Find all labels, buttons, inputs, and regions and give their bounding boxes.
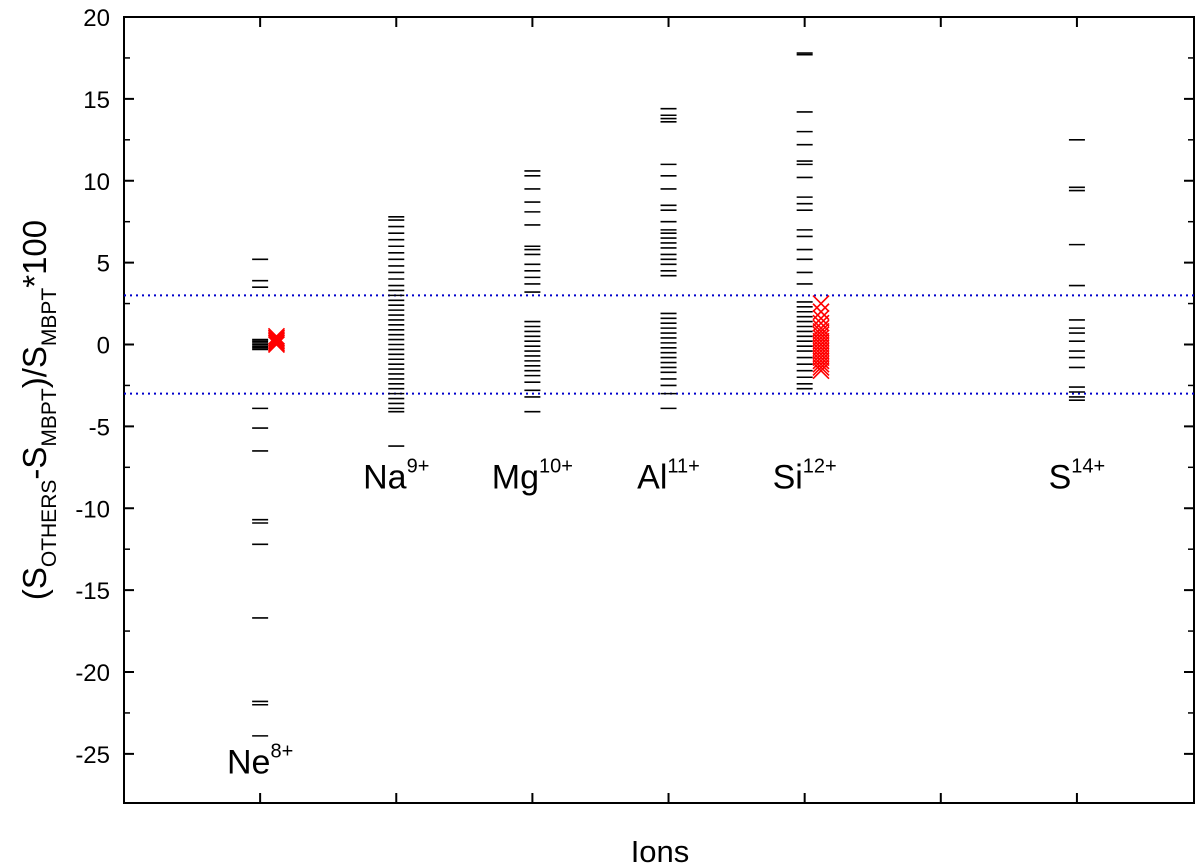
ylabel-part: (S: [16, 567, 53, 600]
x-mark: [812, 358, 830, 376]
y-tick-label: 0: [97, 333, 110, 360]
y-axis-title: (SOTHERS-SMBPT)/SMBPT*100: [16, 220, 61, 600]
ion-label: Mg10+: [492, 456, 573, 497]
y-tick-label: -25: [75, 742, 110, 769]
x-mark: [267, 329, 286, 347]
x-mark: [267, 331, 286, 349]
ion-name: Mg: [492, 459, 539, 497]
ylabel-subscript: MBPT: [38, 288, 61, 347]
ylabel-part: -S: [16, 447, 53, 480]
y-tick-label: -15: [75, 578, 110, 605]
ion-charge: 14+: [1071, 456, 1105, 478]
ion-charge: 12+: [803, 456, 837, 478]
ylabel-subscript: OTHERS: [38, 480, 61, 568]
ion-name: Al: [637, 459, 667, 497]
y-tick-label: -5: [89, 414, 110, 441]
ion-label: Na9+: [363, 456, 429, 497]
ion-charge: 9+: [407, 456, 430, 478]
x-mark: [267, 335, 286, 354]
x-mark: [267, 332, 286, 350]
x-mark: [812, 362, 830, 380]
present-series: [267, 294, 830, 380]
y-axis-ticks: 20 15 10 5 0 -5 -10 -15 -20 -25: [75, 5, 1194, 769]
ylabel-subscript: MBPT: [38, 388, 61, 447]
y-tick-label: 5: [97, 251, 110, 278]
ion-label: Si12+: [773, 456, 837, 497]
x-mark: [812, 355, 830, 373]
ion-label: Al11+: [637, 456, 700, 497]
others-series: [252, 52, 1085, 737]
ion-charge: 10+: [539, 456, 573, 478]
ylabel-part: *100: [16, 220, 53, 288]
y-tick-label: 10: [83, 169, 110, 196]
ion-label: Ne8+: [227, 741, 293, 782]
ion-name: Na: [363, 459, 407, 497]
y-tick-label: -20: [75, 660, 110, 687]
x-axis-ticks: [259, 17, 1078, 803]
ion-name: Ne: [227, 744, 270, 782]
x-axis-title: Ions: [631, 834, 690, 868]
reference-lines: [124, 294, 1194, 395]
ylabel-part: )/S: [16, 346, 53, 388]
y-tick-label: 20: [83, 5, 110, 32]
ion-charge: 8+: [270, 741, 293, 763]
x-mark: [267, 334, 286, 352]
ion-label: S14+: [1049, 456, 1106, 497]
x-mark: [812, 294, 830, 313]
ion-name: Si: [773, 459, 803, 497]
y-tick-label: -10: [75, 496, 110, 523]
plot-frame: [123, 16, 1195, 804]
y-tick-label: 15: [83, 87, 110, 114]
ion-name: S: [1049, 459, 1072, 497]
x-mark: [267, 327, 286, 345]
ion-labels: Ne8+ Na9+ Mg10+ Al11+ Si12+ S14+: [227, 456, 1105, 782]
ion-charge: 11+: [667, 456, 699, 478]
